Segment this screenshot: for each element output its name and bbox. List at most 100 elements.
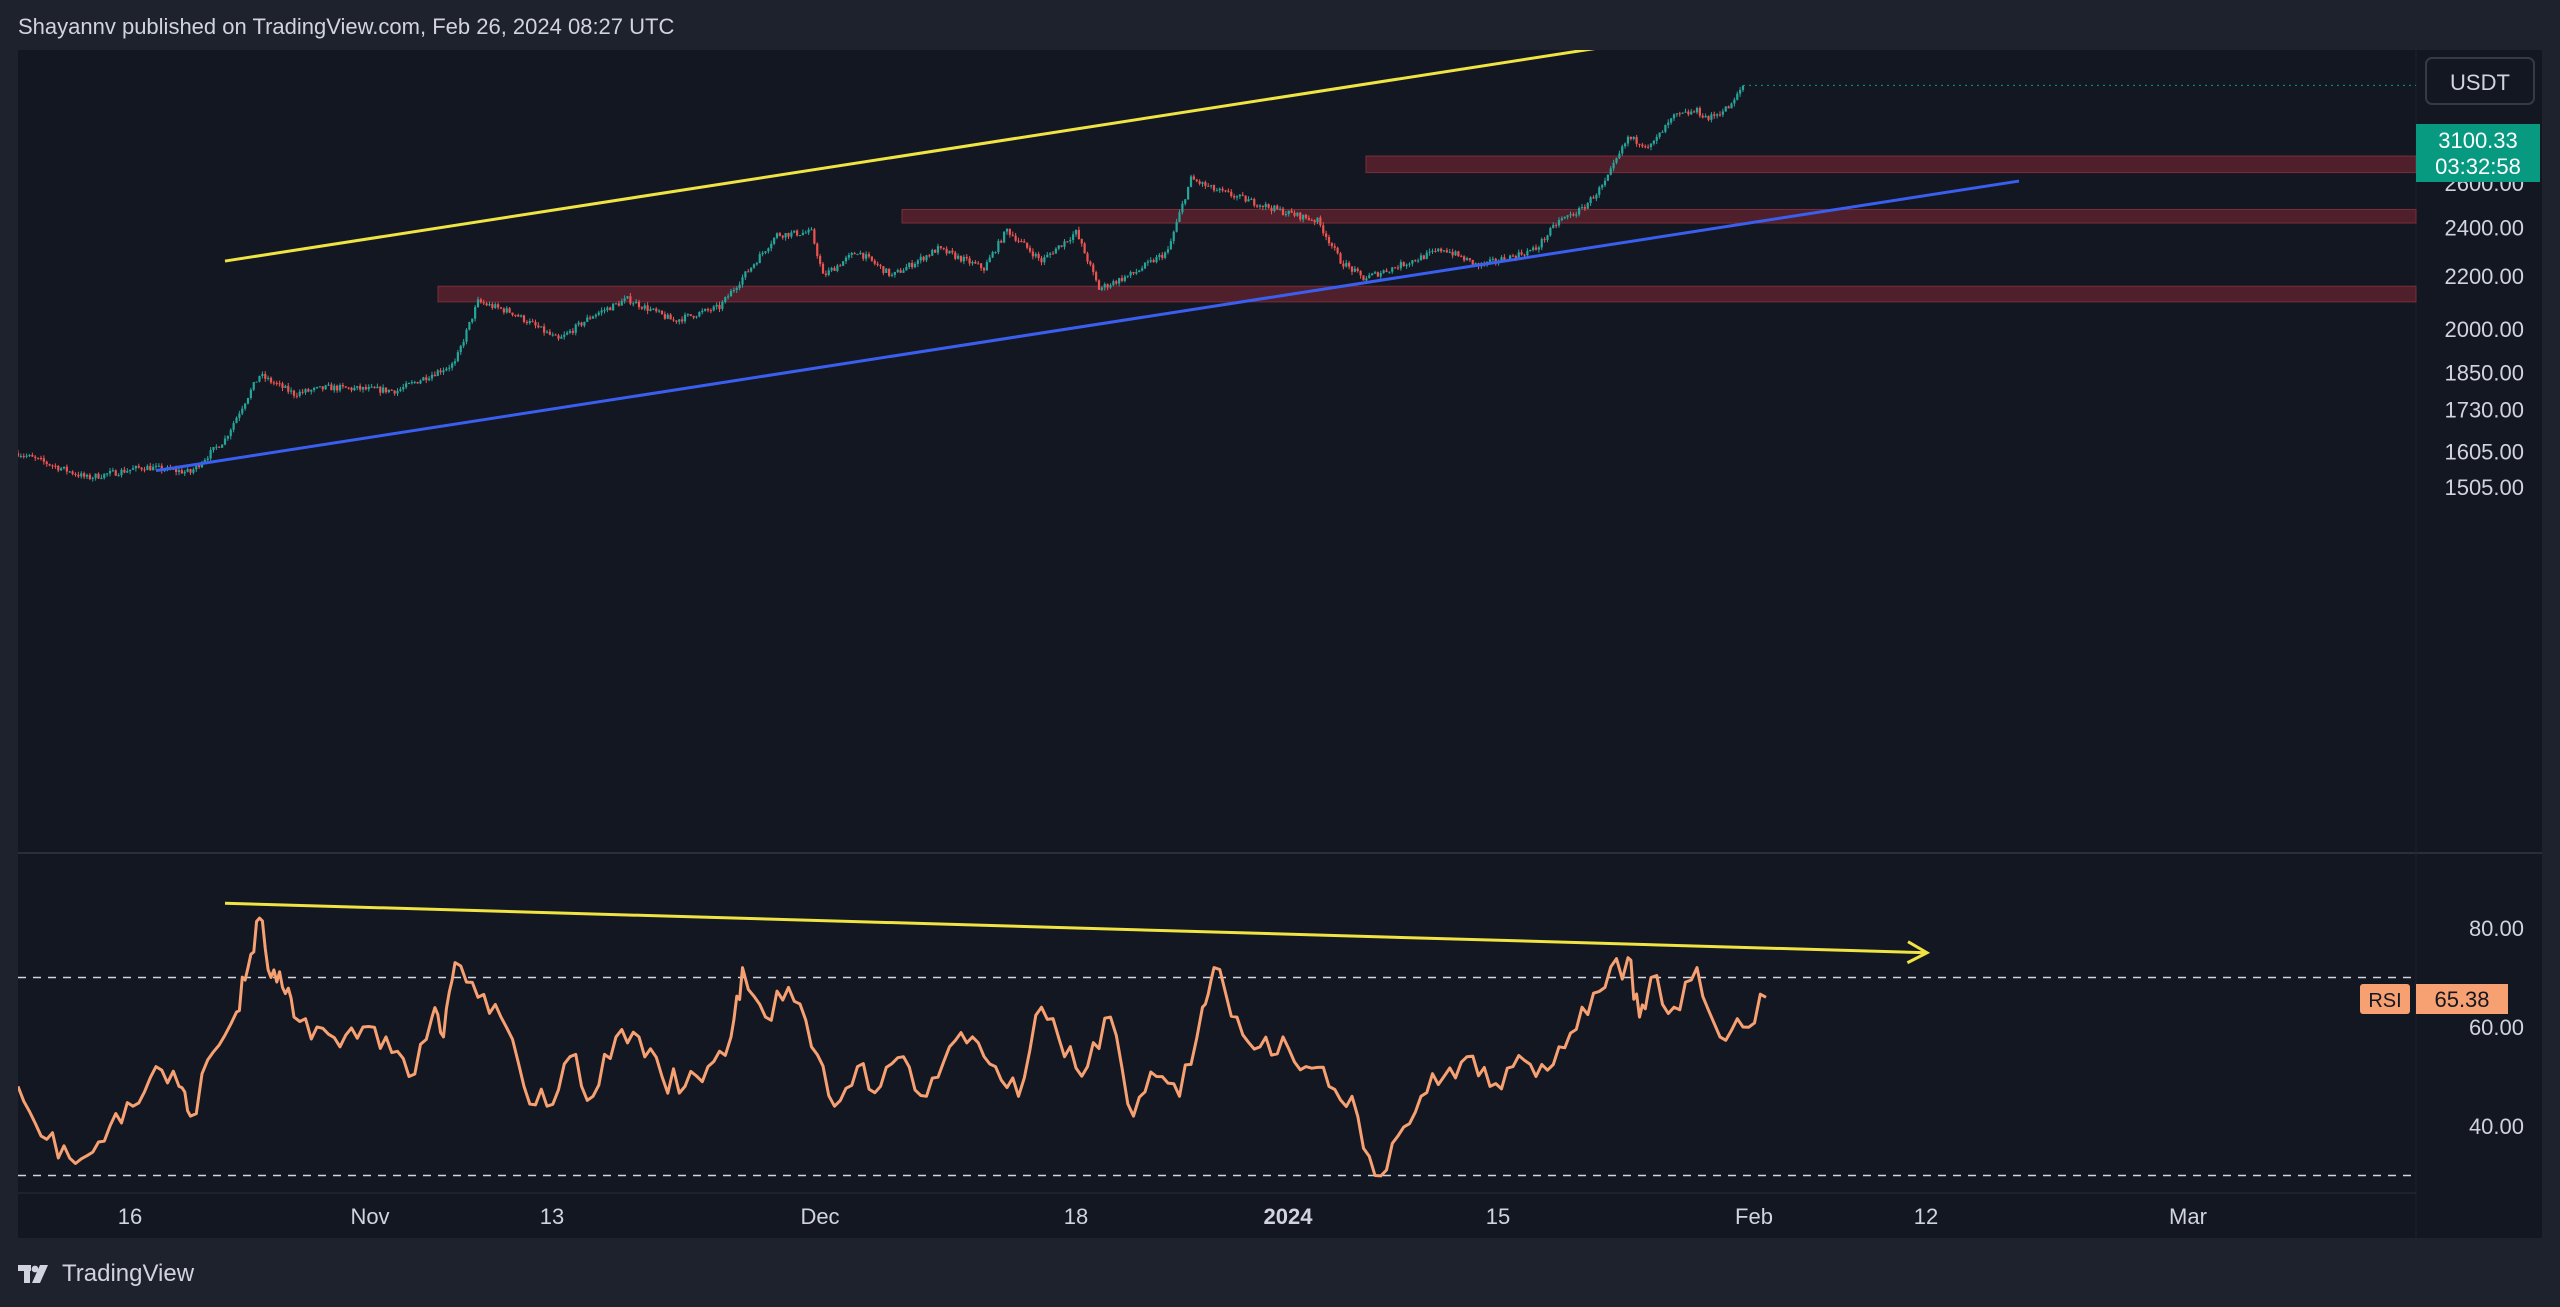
candle-down [517,315,520,317]
candle-up [1129,272,1132,276]
candle-up [1143,262,1147,269]
candle-down [1693,111,1696,113]
candle-down [1336,247,1339,254]
candle-up [540,326,543,328]
candle-down [439,370,442,373]
candle-up [905,266,908,271]
candle-up [1529,250,1532,252]
candle-up [1598,187,1601,195]
rsi-trendline-arrowhead [1906,940,1931,965]
footer-bar: TradingView [0,1238,2560,1307]
candle-up [1379,272,1382,277]
rsi-trendline [224,901,1931,965]
candle-up [635,301,638,304]
candle-down [1014,235,1017,241]
candle-up [407,383,411,385]
chart-svg[interactable]: 2800.002600.002400.002200.002000.001850.… [18,50,2542,1238]
candle-up [775,233,779,238]
candle-down [514,314,517,316]
candle-down [1440,248,1443,252]
candle-up [1069,239,1072,242]
candle-up [1532,247,1535,251]
candle-up [183,471,186,474]
candle-up [865,254,868,259]
candle-up [258,375,261,382]
candle-up [1405,264,1408,267]
candle-down [198,465,201,468]
candle-up [177,470,181,472]
candle-up [226,436,229,439]
candle-up [129,469,132,472]
candle-down [951,250,954,253]
candle-down [1011,234,1014,236]
candle-up [157,465,160,467]
chart-area[interactable]: 2800.002600.002400.002200.002000.001850.… [18,50,2542,1238]
candle-up [1601,185,1604,188]
candle-down [1083,243,1086,254]
candle-down [617,303,620,306]
candle-down [1325,233,1328,238]
candle-down [1256,205,1259,207]
candle-down [911,262,914,268]
candle-down [1348,262,1351,267]
candle-down [384,387,388,393]
candle-down [1028,247,1032,252]
candle-down [640,307,643,309]
candle-up [1054,248,1057,254]
candle-down [1241,194,1244,196]
candle-down [982,268,986,271]
candle-down [862,252,865,259]
candle-up [1606,174,1609,181]
time-tick-label: 12 [1914,1204,1938,1229]
candle-up [261,374,264,376]
candle-up [1175,221,1178,232]
candle-down [980,263,983,269]
candle-down [1224,190,1227,192]
candle-down [557,335,560,339]
candle-up [462,341,465,346]
candle-up [770,243,773,249]
time-tick-label: 16 [118,1204,142,1229]
candle-down [1281,208,1285,215]
candle-up [1258,205,1262,207]
candle-down [974,262,977,264]
last-price-value: 3100.33 [2438,128,2518,153]
currency-label[interactable]: USDT [2450,70,2510,95]
tradingview-logo[interactable]: TradingView [18,1260,194,1288]
candle-down [689,314,692,316]
candle-up [1284,214,1287,216]
candle-up [1034,253,1037,257]
candle-down [589,317,592,319]
resistance-zone [437,285,2417,303]
candle-down [1261,205,1264,207]
candle-down [1230,191,1233,197]
candle-up [520,315,523,317]
candle-up [367,386,370,390]
candle-up [594,314,597,317]
candle-up [1540,239,1543,248]
candle-up [1716,114,1719,116]
resistance-zone [1365,155,2417,174]
candle-down [1017,240,1020,242]
candle-up [304,389,307,393]
candle-up [1609,168,1612,175]
candle-up [1695,108,1699,113]
candle-up [1368,275,1371,279]
candle-down [416,382,419,384]
candle-up [108,470,112,474]
candle-up [1164,252,1167,258]
candle-down [1471,259,1474,265]
candle-down [876,263,879,265]
candle-up [1189,176,1193,187]
candle-down [218,446,221,448]
candle-up [632,303,635,305]
candle-down [669,314,672,320]
candle-up [249,389,252,399]
currency-button[interactable]: USDT [2425,57,2535,105]
candle-up [244,403,247,409]
candle-down [1555,224,1558,226]
candle-down [1066,241,1069,243]
candle-up [1575,214,1578,216]
candle-up [1431,250,1434,252]
candle-up [563,334,566,337]
